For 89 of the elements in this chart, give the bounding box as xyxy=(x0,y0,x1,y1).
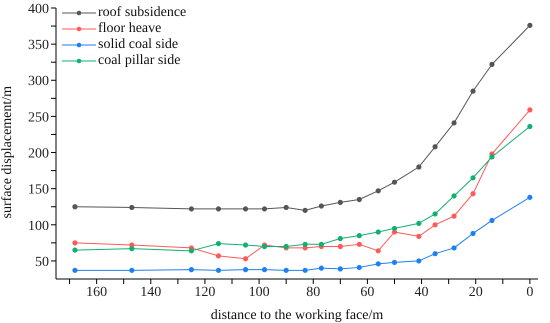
point xyxy=(489,218,495,224)
y-tick-label: 350 xyxy=(28,38,49,54)
point xyxy=(338,266,343,272)
point xyxy=(527,194,532,200)
x-tick-label: 160 xyxy=(86,284,108,300)
point xyxy=(451,214,457,219)
point xyxy=(470,175,476,180)
y-axis-title: surface displacement/m xyxy=(0,86,15,218)
point xyxy=(527,22,532,28)
legend-label: floor heave xyxy=(98,21,162,37)
x-tick-label: 140 xyxy=(140,284,162,300)
point xyxy=(451,245,457,251)
point xyxy=(376,248,381,254)
point xyxy=(356,196,362,202)
point xyxy=(432,211,438,217)
point xyxy=(338,236,343,242)
y-tick-label: 150 xyxy=(28,182,49,198)
point xyxy=(129,268,134,273)
x-tick-label: 20 xyxy=(468,284,483,300)
x-tick-label: 80 xyxy=(306,284,320,300)
point xyxy=(451,193,457,198)
point xyxy=(527,107,532,112)
point xyxy=(284,204,289,210)
point xyxy=(416,220,422,226)
point xyxy=(216,253,222,258)
point xyxy=(216,206,222,212)
point xyxy=(470,230,476,236)
point xyxy=(72,247,78,253)
point xyxy=(356,264,362,270)
point xyxy=(188,248,194,254)
point xyxy=(392,260,398,265)
point xyxy=(470,191,476,196)
point xyxy=(302,268,308,273)
point xyxy=(432,222,438,228)
y-tick-label: 250 xyxy=(28,110,49,126)
y-tick-label: 200 xyxy=(28,146,49,162)
x-tick-label: 60 xyxy=(360,284,374,300)
point xyxy=(262,267,268,272)
point xyxy=(216,268,222,273)
point xyxy=(376,261,381,266)
point xyxy=(72,240,78,246)
point xyxy=(527,124,532,130)
point xyxy=(216,240,222,246)
point xyxy=(338,200,343,205)
point xyxy=(129,204,134,210)
point xyxy=(489,62,495,67)
point xyxy=(416,258,422,264)
point xyxy=(432,144,438,150)
point xyxy=(302,208,308,213)
point xyxy=(392,180,398,185)
point xyxy=(356,242,362,247)
point xyxy=(318,242,324,247)
x-tick-label: 120 xyxy=(194,284,216,300)
y-tick-label: 50 xyxy=(35,254,49,270)
point xyxy=(284,268,289,273)
point xyxy=(242,242,248,248)
point xyxy=(72,204,78,210)
point xyxy=(302,242,308,247)
point xyxy=(242,256,248,262)
y-tick-label: 400 xyxy=(28,2,49,17)
point xyxy=(376,229,381,235)
legend-label: solid coal side xyxy=(98,37,178,53)
point xyxy=(432,251,438,256)
point xyxy=(338,244,343,250)
point xyxy=(392,226,398,232)
point xyxy=(416,164,422,170)
point xyxy=(451,120,457,126)
point xyxy=(242,267,248,272)
x-tick-label: 0 xyxy=(526,284,534,300)
y-tick-label: 300 xyxy=(28,74,49,90)
point xyxy=(470,88,476,94)
x-tick-label: 40 xyxy=(414,284,429,300)
legend-label: roof subsidence xyxy=(98,5,186,21)
point xyxy=(376,188,381,194)
point xyxy=(129,246,134,252)
x-axis-title: distance to the working face/m xyxy=(210,308,384,323)
point xyxy=(188,267,194,272)
point xyxy=(318,203,324,209)
x-tick-label: 100 xyxy=(248,284,270,300)
legend-label: coal pillar side xyxy=(98,53,180,69)
point xyxy=(356,233,362,238)
point xyxy=(188,206,194,212)
y-tick-label: 100 xyxy=(28,218,49,234)
point xyxy=(72,268,78,273)
point xyxy=(242,206,248,212)
point xyxy=(262,206,268,212)
point xyxy=(318,266,324,271)
point xyxy=(489,154,495,160)
point xyxy=(416,234,422,239)
